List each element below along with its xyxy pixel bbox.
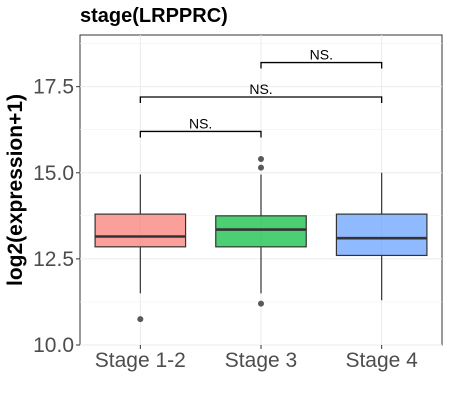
box-group — [215, 156, 307, 307]
boxes — [94, 156, 428, 323]
y-axis-label: log2(expression+1) — [4, 94, 27, 286]
y-tick-label: 15.0 — [33, 162, 74, 185]
box-group — [335, 172, 428, 301]
y-tick-label: 10.0 — [33, 334, 74, 357]
significance-label: NS. — [310, 47, 333, 63]
significance-label: NS. — [249, 81, 272, 97]
box-iqr — [94, 213, 187, 248]
significance-label: NS. — [189, 115, 212, 131]
outlier-point — [258, 164, 264, 171]
significance-bracket — [139, 96, 383, 103]
outlier-point — [258, 300, 264, 307]
significance-bracket — [139, 130, 262, 138]
box-iqr — [335, 213, 428, 257]
outlier-point — [137, 316, 144, 323]
chart-title: stage(LRPPRC) — [80, 5, 228, 27]
y-tick-label: 12.5 — [33, 248, 74, 271]
y-tick-label: 17.5 — [33, 76, 74, 99]
box-iqr — [215, 215, 307, 248]
x-tick-label: Stage 1-2 — [95, 349, 186, 372]
x-tick-label: Stage 4 — [345, 349, 418, 372]
axes: 10.0 12.5 15.0 17.5 Stage 1-2 Stage 3 Stage 4 — [33, 76, 418, 372]
box-group — [94, 174, 187, 323]
significance-brackets: NS. NS. NS. — [139, 47, 383, 138]
significance-bracket — [260, 61, 383, 69]
outlier-point — [258, 156, 264, 162]
x-tick-label: Stage 3 — [225, 349, 297, 372]
